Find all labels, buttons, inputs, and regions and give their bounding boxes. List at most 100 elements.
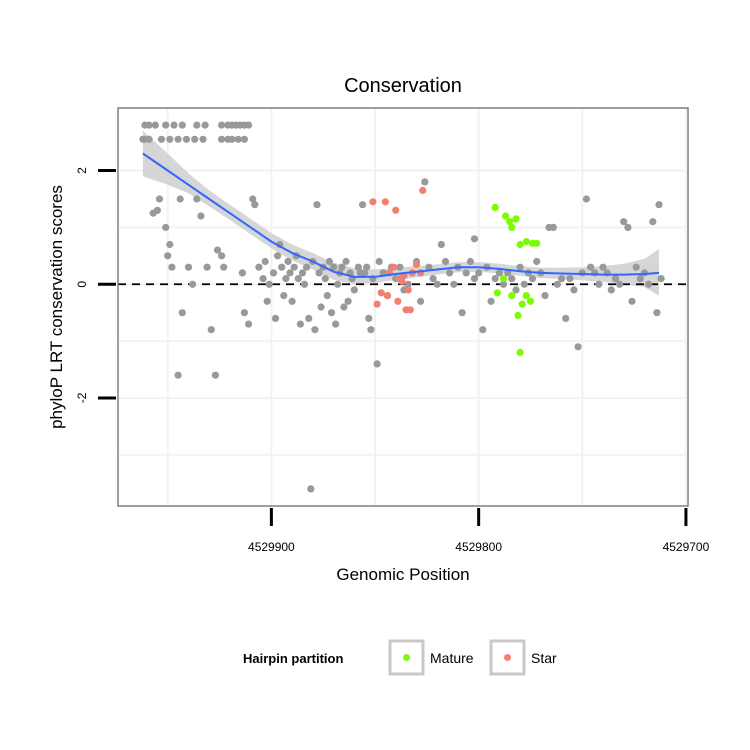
point-other [359, 201, 367, 209]
point-other [218, 252, 226, 260]
point-other [162, 121, 170, 129]
point-other [274, 252, 282, 260]
legend: Hairpin partition Mature Star [243, 639, 557, 676]
point-other [441, 257, 450, 266]
point-other [303, 263, 311, 271]
point-other [174, 135, 182, 143]
point-mature [499, 275, 508, 283]
point-other [367, 326, 375, 334]
point-other [321, 275, 329, 283]
point-mature [516, 348, 524, 357]
point-other [265, 280, 273, 288]
point-other [332, 320, 340, 328]
point-star [373, 300, 381, 308]
point-other [446, 269, 454, 277]
panel-border [117, 107, 689, 507]
point-other [466, 257, 474, 266]
point-star [383, 292, 392, 300]
axes: 2 0 -2 4529900 4529800 4529700 [75, 167, 710, 554]
point-other [191, 135, 199, 143]
point-other [234, 135, 242, 143]
point-other [170, 121, 178, 129]
y-tick-label: 0 [75, 281, 89, 288]
point-other [317, 303, 325, 311]
point-other [286, 269, 294, 277]
point-other [166, 135, 174, 143]
legend-title: Hairpin partition [243, 651, 343, 666]
y-tick-label: 2 [75, 167, 89, 174]
point-other [145, 135, 153, 143]
smooth-line [142, 152, 660, 278]
point-mature [514, 311, 522, 320]
point-other [657, 275, 665, 283]
point-other [199, 135, 207, 143]
point-other [238, 269, 246, 277]
point-other [566, 275, 574, 283]
point-other [327, 309, 336, 317]
point-other [653, 309, 661, 317]
point-other [178, 121, 186, 129]
point-mature [516, 240, 524, 249]
point-other [240, 135, 248, 143]
point-other [245, 320, 253, 328]
point-other [607, 286, 615, 294]
legend-label-star: Star [531, 650, 557, 666]
point-other [520, 280, 528, 288]
point-other [655, 201, 663, 209]
point-other [645, 280, 653, 288]
point-other [512, 286, 520, 294]
point-star [377, 289, 385, 297]
point-other [288, 297, 296, 305]
point-other [251, 201, 259, 209]
point-other [201, 121, 209, 129]
point-other [325, 257, 333, 266]
point-other [475, 269, 483, 277]
point-mature [526, 297, 535, 305]
point-other [294, 275, 302, 283]
point-mature [508, 223, 516, 231]
point-other [342, 257, 350, 266]
point-mature [508, 292, 516, 300]
point-other [437, 240, 445, 249]
point-mature [512, 215, 520, 223]
point-other [300, 280, 309, 288]
point-other [632, 263, 640, 271]
point-other [495, 269, 503, 277]
point-star [369, 198, 377, 206]
point-star [419, 186, 427, 194]
point-other [375, 257, 383, 266]
point-other [636, 275, 644, 283]
point-other [491, 275, 499, 283]
point-other [184, 263, 193, 271]
point-other [578, 269, 586, 277]
point-other [595, 280, 603, 288]
point-other [228, 135, 236, 143]
point-other [145, 121, 153, 129]
point-other [255, 263, 263, 271]
grid [118, 108, 688, 506]
point-other [269, 269, 278, 277]
point-star [390, 263, 398, 271]
point-mature [502, 212, 510, 220]
point-other [417, 297, 425, 305]
point-other [157, 135, 166, 143]
point-other [470, 275, 479, 283]
point-other [207, 326, 215, 334]
point-other [174, 371, 182, 379]
point-other [624, 223, 632, 231]
point-other [178, 309, 186, 317]
point-other [433, 280, 441, 288]
point-other [307, 485, 315, 493]
point-star [394, 297, 402, 305]
point-other [218, 121, 226, 129]
point-other [570, 286, 578, 294]
point-other [182, 135, 190, 143]
point-other [361, 269, 369, 277]
point-other [558, 275, 566, 283]
point-star [381, 198, 389, 206]
point-other [249, 195, 257, 203]
point-other [450, 280, 458, 288]
point-other [218, 135, 226, 143]
point-other [528, 275, 537, 283]
